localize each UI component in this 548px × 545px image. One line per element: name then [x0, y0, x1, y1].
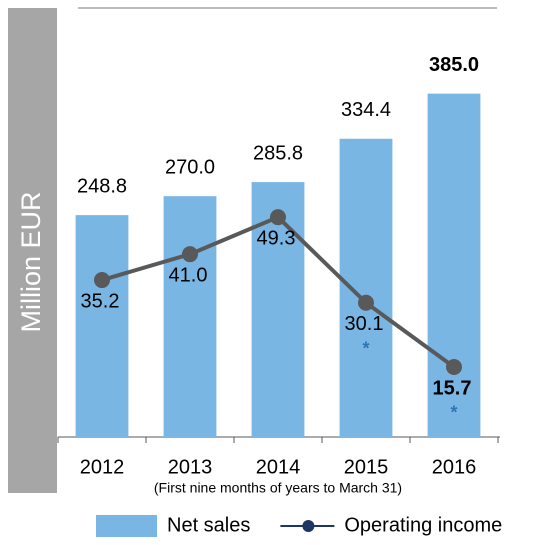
- legend-label: Net sales: [167, 514, 250, 536]
- ylabel-band: [8, 8, 57, 493]
- bar-label: 248.8: [77, 175, 127, 197]
- x-tick-label: 2014: [256, 456, 301, 478]
- x-tick-label: 2015: [344, 456, 389, 478]
- bar-label: 334.4: [341, 99, 391, 121]
- footnote-mark: *: [450, 403, 457, 423]
- line-marker: [446, 358, 462, 375]
- bar: [75, 215, 129, 437]
- bar-label: 285.8: [253, 142, 303, 164]
- bar-label: 270.0: [165, 156, 215, 178]
- line-marker: [182, 246, 198, 263]
- line-label: 15.7: [433, 377, 472, 399]
- line-label: 49.3: [257, 227, 296, 249]
- bar: [339, 138, 393, 438]
- x-tick-label: 2013: [168, 456, 213, 478]
- subtitle: (First nine months of years to March 31): [154, 480, 402, 496]
- legend-marker: [302, 520, 315, 532]
- line-marker: [358, 294, 374, 311]
- y-axis-label: Million EUR: [16, 191, 46, 332]
- line-label: 35.2: [81, 290, 120, 312]
- line-marker: [94, 272, 110, 289]
- x-tick-label: 2016: [432, 456, 477, 478]
- footnote-mark: *: [362, 339, 369, 359]
- bar: [163, 196, 217, 437]
- line-label: 30.1: [345, 313, 384, 335]
- line-marker: [270, 209, 286, 226]
- bar-label: 385.0: [429, 54, 479, 76]
- legend-swatch: [96, 515, 157, 537]
- line-label: 41.0: [169, 264, 208, 286]
- x-tick-label: 2012: [80, 456, 125, 478]
- legend-label: Operating income: [344, 514, 502, 536]
- bar: [427, 93, 481, 438]
